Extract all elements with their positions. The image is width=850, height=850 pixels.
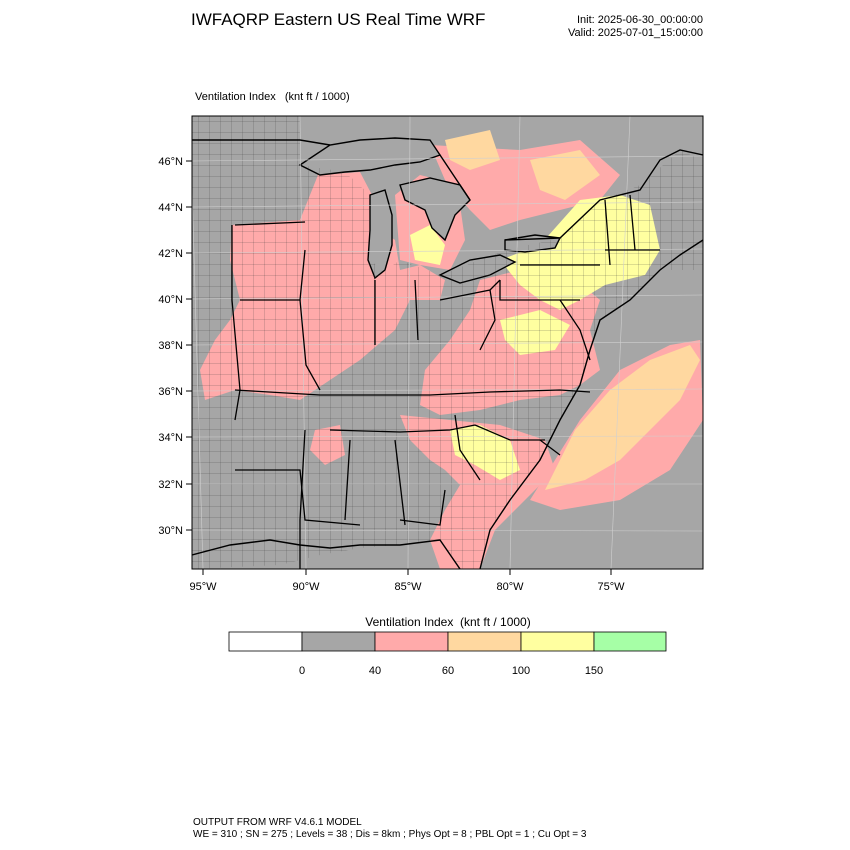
- yellow-region-michigan: [410, 225, 445, 265]
- model-info-line1: OUTPUT FROM WRF V4.6.1 MODEL: [193, 817, 362, 828]
- coastline: [192, 239, 703, 569]
- lat-label: 44°N: [158, 202, 183, 214]
- lat-labels: 46°N 44°N 42°N 40°N 38°N 36°N 34°N 32°N …: [158, 156, 183, 537]
- legend-bin: [301, 631, 376, 652]
- legend-tick-label: 40: [369, 665, 381, 677]
- graticule: [192, 116, 703, 569]
- state-borders: [231, 194, 660, 569]
- field-label: Ventilation Index (knt ft / 1000): [195, 91, 350, 103]
- legend-bin: [593, 631, 667, 652]
- legend-title: Ventilation Index (knt ft / 1000): [365, 615, 531, 629]
- lat-ticks: [186, 160, 192, 531]
- lon-label: 90°W: [292, 581, 320, 593]
- legend-tick-label: 150: [585, 665, 603, 677]
- orange-region-canada: [445, 130, 500, 170]
- lat-label: 46°N: [158, 156, 183, 168]
- legend-bin: [520, 631, 595, 652]
- legend-tick-label: 0: [299, 665, 305, 677]
- lat-label: 36°N: [158, 386, 183, 398]
- model-info-line2: WE = 310 ; SN = 275 ; Levels = 38 ; Dis …: [193, 829, 587, 840]
- map-frame: [191, 115, 704, 570]
- orange-region-atlantic: [545, 345, 700, 490]
- lon-label: 75°W: [597, 581, 625, 593]
- lat-label: 32°N: [158, 479, 183, 491]
- lon-label: 85°W: [394, 581, 422, 593]
- lat-label: 30°N: [158, 525, 183, 537]
- county-grid: [192, 116, 703, 569]
- lon-label: 95°W: [189, 581, 217, 593]
- legend-colorbar: [228, 631, 667, 652]
- legend-tick-label: 100: [512, 665, 530, 677]
- model-info: OUTPUT FROM WRF V4.6.1 MODEL WE = 310 ; …: [193, 817, 586, 841]
- valid-time: Valid: 2025-07-01_15:00:00: [568, 27, 703, 39]
- lat-label: 40°N: [158, 294, 183, 306]
- legend-bin: [228, 631, 303, 652]
- lon-label: 80°W: [496, 581, 524, 593]
- orange-region-quebec: [530, 150, 600, 200]
- ventilation-60-100-regions: [445, 130, 700, 490]
- time-info: Init: 2025-06-30_00:00:00 Valid: 2025-07…: [568, 14, 703, 40]
- lat-label: 38°N: [158, 340, 183, 352]
- lon-labels: 95°W 90°W 85°W 80°W 75°W: [189, 581, 625, 593]
- lon-ticks: [202, 569, 612, 575]
- init-time: Init: 2025-06-30_00:00:00: [577, 14, 703, 26]
- lat-label: 42°N: [158, 248, 183, 260]
- international-border: [192, 139, 703, 241]
- legend-bin: [447, 631, 522, 652]
- legend-tick-label: 60: [442, 665, 454, 677]
- legend-bin: [374, 631, 449, 652]
- page-title: IWFAQRP Eastern US Real Time WRF: [191, 10, 486, 29]
- legend-ticks: 0 40 60 100 150: [299, 665, 603, 677]
- map-area: [192, 116, 703, 569]
- lat-label: 34°N: [158, 432, 183, 444]
